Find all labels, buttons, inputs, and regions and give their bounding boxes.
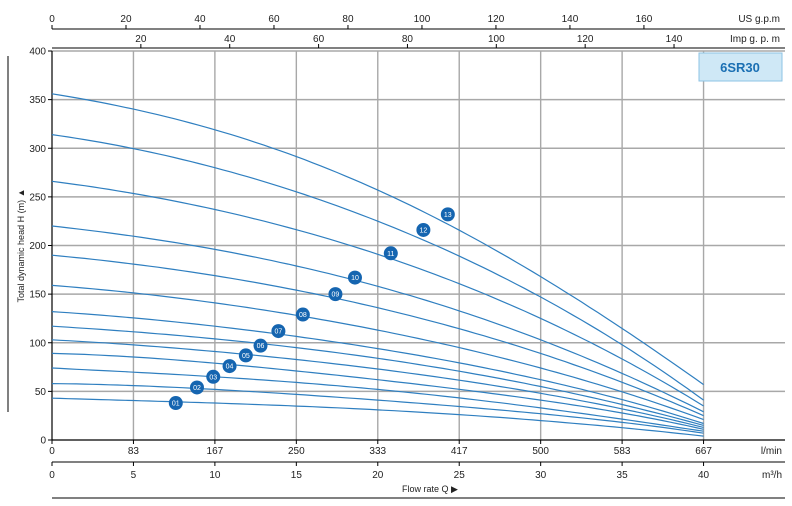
badge-10 xyxy=(347,270,362,285)
m3h-unit: m³/h xyxy=(762,470,782,481)
us-gpm-tick-label: 20 xyxy=(120,14,132,25)
badge-label-03: 03 xyxy=(209,374,217,381)
y-tick-label: 100 xyxy=(29,338,46,349)
us-gpm-tick-label: 160 xyxy=(636,14,653,25)
badge-label-09: 09 xyxy=(332,292,340,299)
lmin-tick-label: 333 xyxy=(369,446,386,457)
badge-04 xyxy=(222,359,237,374)
m3h-tick-label: 40 xyxy=(698,470,710,481)
lmin-tick-label: 167 xyxy=(207,446,224,457)
m3h-tick-label: 15 xyxy=(291,470,303,481)
grid xyxy=(52,50,785,440)
badge-label-01: 01 xyxy=(172,401,180,408)
lmin-tick-label: 250 xyxy=(288,446,305,457)
y-tick-label: 350 xyxy=(29,95,46,106)
lmin-unit: l/min xyxy=(761,446,782,457)
model-box: 6SR30 xyxy=(698,52,783,82)
m3h-tick-label: 0 xyxy=(49,470,55,481)
us-gpm-tick-label: 120 xyxy=(488,14,505,25)
us-gpm-tick-label: 80 xyxy=(342,14,354,25)
badge-07 xyxy=(271,324,286,339)
y-tick-label: 250 xyxy=(29,192,46,203)
x-axes: 0 20 40 60 80 100 120 140 160 US g.p.m20 40 60 80 100… xyxy=(49,14,785,499)
lmin-tick-label: 583 xyxy=(614,446,631,457)
lmin-tick-label: 667 xyxy=(695,446,712,457)
y-tick-label: 0 xyxy=(40,436,46,447)
curve-01 xyxy=(51,397,704,437)
curve-08 xyxy=(51,284,704,421)
y-tick-label: 50 xyxy=(35,387,47,398)
curve-badges: 01 02 03 04 05 06 07 08 09 10 11 12 13 xyxy=(168,207,455,411)
imp-gpm-tick-label: 60 xyxy=(313,34,325,45)
us-gpm-unit: US g.p.m xyxy=(738,14,780,25)
imp-gpm-unit: Imp g. p. m xyxy=(730,34,780,45)
curve-07 xyxy=(51,311,704,425)
badge-label-12: 12 xyxy=(419,227,427,234)
y-tick-label: 300 xyxy=(29,144,46,155)
m3h-tick-label: 30 xyxy=(535,470,547,481)
badge-label-07: 07 xyxy=(275,329,283,336)
y-axis-title: Total dynamic head H (m) ▲ xyxy=(16,189,26,303)
lmin-tick-label: 83 xyxy=(128,446,140,457)
badge-label-11: 11 xyxy=(387,251,394,258)
lmin-tick-label: 0 xyxy=(49,446,55,457)
curve-06 xyxy=(51,325,704,426)
us-gpm-tick-label: 0 xyxy=(49,14,55,25)
imp-gpm-tick-label: 100 xyxy=(488,34,505,45)
y-tick-label: 200 xyxy=(29,241,46,252)
curve-05 xyxy=(51,339,704,428)
badge-09 xyxy=(328,287,343,302)
us-gpm-tick-label: 60 xyxy=(268,14,280,25)
model-label: 6SR30 xyxy=(720,60,760,75)
lmin-tick-label: 500 xyxy=(532,446,549,457)
lmin-tick-label: 417 xyxy=(451,446,468,457)
x-axis-title: Flow rate Q ▶ xyxy=(402,484,458,494)
curve-04 xyxy=(51,352,704,430)
curve-09 xyxy=(51,254,704,417)
badge-06 xyxy=(253,338,268,353)
curve-02 xyxy=(51,383,704,434)
imp-gpm-tick-label: 80 xyxy=(402,34,414,45)
badge-label-04: 04 xyxy=(226,364,234,371)
badge-label-02: 02 xyxy=(193,385,201,392)
us-gpm-tick-label: 40 xyxy=(194,14,206,25)
m3h-tick-label: 20 xyxy=(372,470,384,481)
model-box-bg xyxy=(698,52,783,82)
badge-label-13: 13 xyxy=(444,212,452,219)
imp-gpm-tick-label: 20 xyxy=(135,34,147,45)
badge-02 xyxy=(189,380,204,395)
curve-12 xyxy=(51,134,704,401)
us-gpm-tick-label: 140 xyxy=(562,14,579,25)
m3h-tick-label: 25 xyxy=(454,470,466,481)
curves xyxy=(51,93,704,437)
badge-01 xyxy=(168,396,183,411)
badge-label-06: 06 xyxy=(257,343,265,350)
badge-label-05: 05 xyxy=(242,353,250,360)
badge-11 xyxy=(383,246,398,261)
curve-13 xyxy=(51,93,704,386)
us-gpm-tick-label: 100 xyxy=(414,14,431,25)
m3h-tick-label: 5 xyxy=(131,470,137,481)
badge-label-10: 10 xyxy=(351,275,359,282)
curve-11 xyxy=(51,180,704,407)
badge-label-08: 08 xyxy=(299,312,307,319)
y-tick-label: 400 xyxy=(29,47,46,58)
imp-gpm-tick-label: 140 xyxy=(666,34,683,45)
badge-12 xyxy=(416,222,431,237)
badge-05 xyxy=(238,348,253,363)
imp-gpm-tick-label: 120 xyxy=(577,34,594,45)
m3h-tick-label: 10 xyxy=(209,470,221,481)
m3h-tick-label: 35 xyxy=(617,470,629,481)
y-tick-label: 150 xyxy=(29,290,46,301)
badge-03 xyxy=(206,369,221,384)
curve-10 xyxy=(51,225,704,413)
imp-gpm-tick-label: 40 xyxy=(224,34,236,45)
badge-13 xyxy=(440,207,455,222)
badge-08 xyxy=(295,307,310,322)
curve-03 xyxy=(51,367,704,432)
y-axis: 0 50 100 150 200 250 300 350 400 Total dynamic he… xyxy=(16,47,52,447)
